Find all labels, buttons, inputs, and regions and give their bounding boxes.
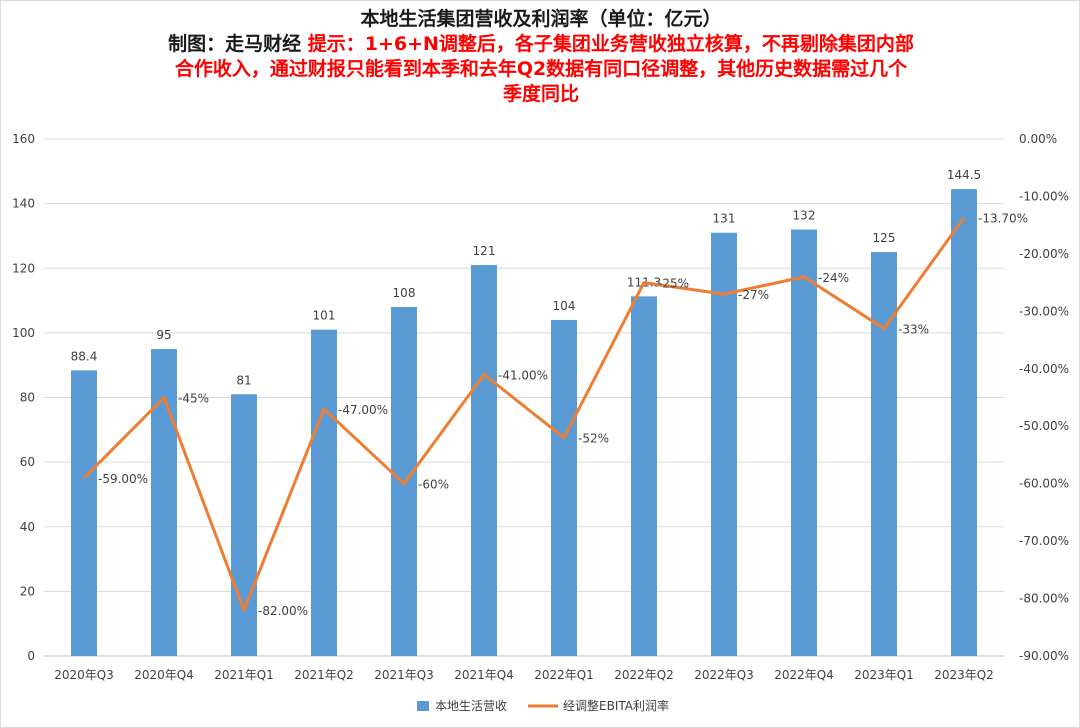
revenue-bar <box>551 319 577 656</box>
x-tick-label: 2022年Q1 <box>534 668 594 682</box>
y-right-tick-label: -20.00% <box>1019 247 1069 261</box>
margin-point-label: -13.70% <box>978 212 1028 226</box>
revenue-bar <box>311 329 337 656</box>
y-right-tick-label: -60.00% <box>1019 477 1069 491</box>
margin-point-label: -60% <box>418 478 449 492</box>
chart-title: 本地生活集团营收及利润率（单位：亿元） <box>360 8 722 30</box>
revenue-bar-label: 101 <box>313 309 336 323</box>
revenue-bar-label: 121 <box>473 244 496 258</box>
margin-point-label: -52% <box>578 432 609 446</box>
margin-point-label: -33% <box>898 323 929 337</box>
revenue-bar-label: 125 <box>873 231 896 245</box>
margin-point-label: -24% <box>818 271 849 285</box>
revenue-bar <box>471 265 497 656</box>
revenue-bar <box>151 349 177 656</box>
x-tick-label: 2022年Q4 <box>774 668 834 682</box>
revenue-bar <box>791 229 817 656</box>
x-tick-label: 2020年Q3 <box>54 668 114 682</box>
revenue-bar-label: 131 <box>713 212 736 226</box>
chart-notice-line1: 提示：1+6+N调整后，各子集团业务营收独立核算，不再剔除集团内部 <box>307 33 914 55</box>
y-left-tick-label: 160 <box>12 132 35 146</box>
x-tick-label: 2022年Q2 <box>614 668 674 682</box>
revenue-bar <box>71 370 97 656</box>
x-tick-label: 2023年Q2 <box>934 668 994 682</box>
revenue-bar <box>871 252 897 656</box>
revenue-bar <box>951 189 977 656</box>
x-tick-label: 2021年Q2 <box>294 668 354 682</box>
y-right-tick-label: -70.00% <box>1019 534 1069 548</box>
revenue-bar-label: 104 <box>553 299 576 313</box>
revenue-bar-label: 88.4 <box>71 349 98 363</box>
y-right-tick-label: -50.00% <box>1019 419 1069 433</box>
x-tick-label: 2021年Q3 <box>374 668 434 682</box>
y-left-tick-label: 140 <box>12 197 35 211</box>
y-right-tick-label: -80.00% <box>1019 592 1069 606</box>
legend-label-margin: 经调整EBITA利润率 <box>563 698 669 713</box>
x-tick-label: 2021年Q1 <box>214 668 274 682</box>
revenue-bar-label: 132 <box>793 208 816 222</box>
y-left-tick-label: 0 <box>27 649 35 663</box>
margin-point-label: -59.00% <box>98 472 148 486</box>
y-left-tick-label: 100 <box>12 326 35 340</box>
y-right-tick-label: -40.00% <box>1019 362 1069 376</box>
margin-point-label: -25% <box>658 277 689 291</box>
revenue-bar <box>231 394 257 656</box>
margin-point-label: -41.00% <box>498 369 548 383</box>
legend-label-revenue: 本地生活营收 <box>435 699 507 713</box>
y-left-tick-label: 40 <box>20 520 35 534</box>
legend-swatch-revenue <box>417 701 429 711</box>
chart-notice-line3: 季度同比 <box>502 83 579 105</box>
chart-notice-line2: 合作收入，通过财报只能看到本季和去年Q2数据有同口径调整，其他历史数据需过几个 <box>174 58 908 80</box>
y-right-tick-label: 0.00% <box>1019 132 1057 146</box>
y-right-tick-label: -30.00% <box>1019 304 1069 318</box>
x-tick-label: 2023年Q1 <box>854 668 914 682</box>
title-block: 本地生活集团营收及利润率（单位：亿元） 制图：走马财经 提示：1+6+N调整后，… <box>1 7 1080 107</box>
margin-point-label: -47.00% <box>338 403 388 417</box>
y-right-tick-label: -10.00% <box>1019 189 1069 203</box>
margin-point-label: -27% <box>738 288 769 302</box>
y-left-tick-label: 80 <box>20 391 35 405</box>
revenue-bar <box>711 232 737 657</box>
revenue-bar-label: 81 <box>236 373 251 387</box>
y-left-tick-label: 120 <box>12 261 35 275</box>
revenue-bar-label: 95 <box>156 328 171 342</box>
y-right-tick-label: -90.00% <box>1019 649 1069 663</box>
margin-point-label: -82.00% <box>258 604 308 618</box>
y-left-tick-label: 60 <box>20 455 35 469</box>
x-tick-label: 2020年Q4 <box>134 668 194 682</box>
margin-line <box>82 216 966 612</box>
revenue-bar-label: 144.5 <box>947 168 981 182</box>
revenue-bar <box>631 296 657 656</box>
x-tick-label: 2021年Q4 <box>454 668 514 682</box>
y-left-tick-label: 20 <box>20 584 35 598</box>
chart-maker: 制图：走马财经 <box>168 33 302 55</box>
margin-point-label: -45% <box>178 392 209 406</box>
revenue-bar-label: 108 <box>393 286 416 300</box>
x-tick-label: 2022年Q3 <box>694 668 754 682</box>
